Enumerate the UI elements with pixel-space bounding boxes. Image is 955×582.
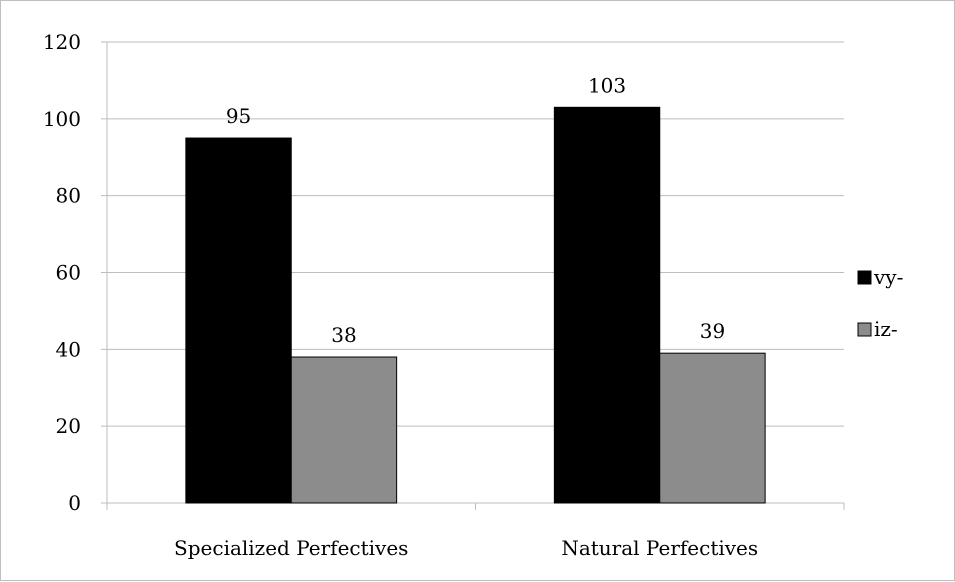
data-label: 38 [331,323,356,347]
legend-label: iz- [874,317,898,341]
bar-iz-0 [290,356,398,504]
legend-label: vy- [873,265,903,289]
bar-iz-1 [659,352,766,504]
y-tick-label: 20 [56,414,81,438]
legend-swatch [857,322,872,337]
y-tick-label: 120 [43,30,81,54]
category-label: Natural Perfectives [561,536,758,560]
y-tick-label: 0 [68,491,81,515]
data-label: 103 [588,73,626,97]
bar-vy-0 [185,137,292,504]
category-label: Specialized Perfectives [174,536,408,560]
y-tick-label: 100 [43,107,81,131]
y-tick-label: 60 [56,261,81,285]
y-tick-label: 80 [56,184,81,208]
data-label: 95 [226,104,251,128]
data-label: 39 [700,319,725,343]
y-tick-label: 40 [56,337,81,361]
bar-vy-1 [553,106,661,504]
legend-swatch [857,270,872,285]
